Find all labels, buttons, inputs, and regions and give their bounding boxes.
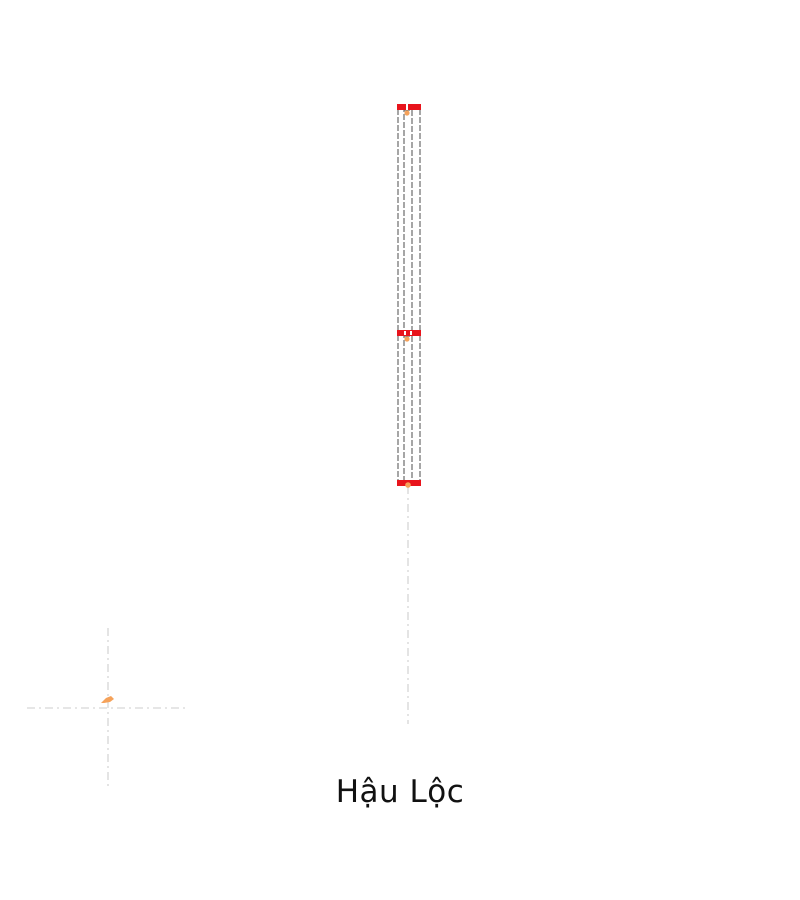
stop-middle [397,330,421,342]
track-segment-upper-inner [404,110,412,331]
track-segment-lower-inner [404,336,412,481]
stop-bottom [397,480,421,488]
position-marker-icon [404,336,409,341]
position-marker-icon [405,482,411,488]
station-name-label: Hậu Lộc [0,774,800,810]
track-segment-lower-outer [398,333,420,483]
track [398,107,420,483]
locator-marker [101,696,114,703]
stop-bar [397,330,421,336]
stop-top [397,104,421,116]
stop-bar-gap [404,331,406,335]
stop-bar-gap [410,331,412,335]
track-segment-upper-outer [398,107,420,333]
stop-bar [397,104,421,110]
stop-bar-gap [406,104,408,110]
crosshair-icon [27,628,188,790]
position-marker-icon [404,110,409,115]
